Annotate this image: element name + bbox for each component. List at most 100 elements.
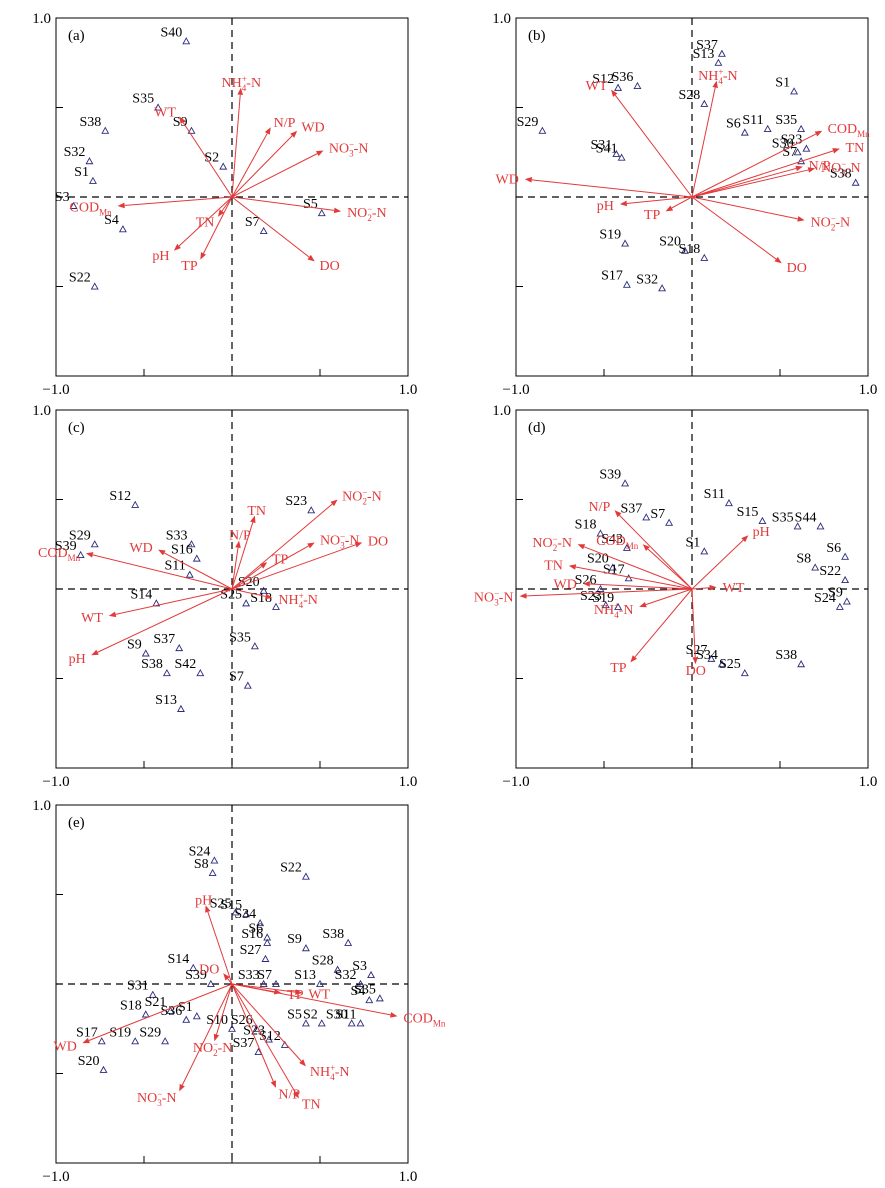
site-label-s17: S17 [603, 562, 625, 577]
site-label-s29: S29 [517, 115, 539, 130]
site-label-s7: S7 [245, 215, 260, 230]
vector-label-tp: TP [272, 553, 289, 568]
vector-label-codmn: CODMn [38, 546, 81, 563]
vector-line-wd [164, 552, 233, 590]
site-marker-s6 [841, 552, 850, 560]
site-marker-s8 [811, 563, 820, 571]
site-marker-s35 [793, 522, 802, 530]
site-label-s11: S11 [335, 1007, 356, 1022]
vector-line-np [231, 547, 239, 590]
site-marker-s32 [658, 284, 667, 292]
vector-line-tn [231, 522, 254, 590]
site-marker-s22 [841, 575, 850, 584]
vector-line-tn [231, 983, 296, 1093]
site-marker-s1 [192, 1012, 201, 1020]
site-label-s35: S35 [132, 92, 154, 107]
site-label-s13: S13 [155, 693, 177, 708]
site-label-s25: S25 [220, 587, 242, 602]
site-label-s31: S31 [127, 979, 149, 994]
site-marker-s18 [141, 1010, 150, 1018]
site-marker-s18 [272, 602, 280, 610]
vector-arrowhead-wt [709, 584, 717, 591]
site-marker-s37 [175, 643, 184, 652]
vector-label-do: DO [199, 963, 219, 978]
site-marker-s17 [624, 574, 633, 582]
vector-arrowhead-no3n [179, 1083, 185, 1092]
site-label-s20: S20 [587, 552, 609, 567]
vector-label-tp: TP [644, 208, 661, 223]
site-label-s35: S35 [772, 510, 794, 525]
vector-line-ph [691, 539, 744, 590]
vector-arrowhead-wt [295, 989, 303, 995]
site-label-s16: S16 [241, 927, 263, 942]
vector-line-wt [182, 122, 233, 198]
site-label-s26: S26 [575, 573, 597, 588]
vector-line-no2n [231, 503, 333, 590]
panel-label: (c) [68, 420, 85, 436]
vector-label-wd: WD [53, 1039, 76, 1054]
site-label-s10: S10 [206, 1013, 228, 1028]
vector-label-tn: TN [544, 559, 563, 574]
vector-label-np: N/P [589, 500, 611, 515]
site-label-s13: S13 [294, 968, 316, 983]
site-marker-s3 [69, 201, 78, 209]
vector-label-ph: pH [152, 249, 169, 264]
vector-line-tp [203, 196, 233, 254]
vector-arrowhead-wd [582, 581, 591, 587]
site-label-s3: S3 [55, 190, 70, 205]
site-label-s2: S2 [204, 151, 219, 166]
vector-arrowhead-tn [292, 1091, 299, 1099]
vector-line-nh4n [645, 588, 693, 606]
vector-arrowhead-wd [82, 1037, 90, 1044]
site-label-s39: S39 [55, 539, 77, 554]
site-label-s34: S34 [696, 648, 718, 663]
vector-line-do [227, 978, 233, 985]
x-tick-label-min: −1.0 [502, 382, 529, 398]
x-tick-label-min: −1.0 [42, 774, 69, 790]
site-label-s29: S29 [139, 1025, 161, 1040]
vector-line-wt [231, 983, 296, 993]
vector-line-wd [88, 983, 233, 1041]
x-tick-label-max: 1.0 [399, 382, 418, 398]
site-label-s25: S25 [210, 896, 232, 911]
site-label-s5: S5 [303, 197, 318, 212]
vector-label-wt: WT [81, 611, 103, 626]
site-marker-s29 [90, 540, 99, 548]
site-label-s38: S38 [141, 657, 163, 672]
vector-arrowhead-ph [741, 535, 749, 543]
vector-line-no3n [526, 588, 693, 597]
site-marker-s7 [272, 979, 280, 988]
vector-line-wt [614, 94, 693, 198]
site-label-s23: S23 [285, 494, 307, 509]
vector-line-nh4n [231, 983, 302, 1062]
vector-line-nh4n [691, 87, 716, 198]
site-marker-s25 [740, 669, 749, 677]
site-marker-s1 [790, 87, 799, 95]
vector-arrowhead-ph [619, 200, 628, 207]
site-label-s11: S11 [704, 487, 725, 502]
vector-line-no2n [215, 983, 233, 1035]
site-label-s26: S26 [231, 1013, 253, 1028]
site-label-s9: S9 [127, 637, 142, 652]
site-label-s12: S12 [109, 489, 131, 504]
vector-arrowhead-no3n [316, 150, 324, 157]
site-label-s33: S33 [166, 528, 188, 543]
site-label-s17: S17 [601, 269, 623, 284]
vector-arrowhead-do [307, 254, 315, 262]
site-marker-s1 [88, 176, 97, 184]
site-marker-s38 [101, 126, 110, 134]
vector-line-do [231, 196, 310, 258]
site-label-s8: S8 [796, 552, 811, 567]
vector-arrowhead-ph [173, 243, 181, 251]
site-label-s7: S7 [229, 670, 244, 685]
site-marker-s21 [166, 1006, 175, 1014]
site-label-s5: S5 [287, 1007, 302, 1022]
site-marker-s25 [242, 599, 251, 607]
site-label-s35: S35 [775, 113, 797, 128]
site-marker-s23 [601, 600, 610, 609]
vector-label-wt: WT [586, 79, 608, 94]
site-marker-s36 [182, 1015, 191, 1023]
vector-label-nh4n: NH+ 4-N [221, 74, 261, 93]
